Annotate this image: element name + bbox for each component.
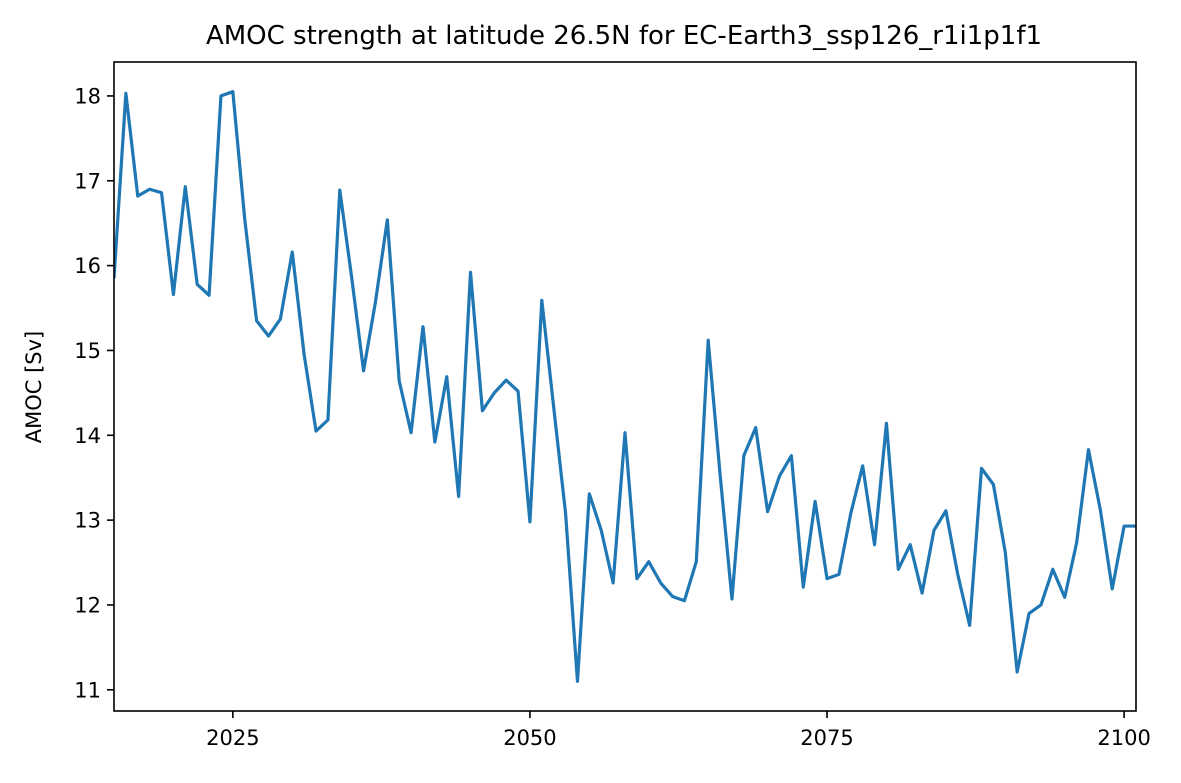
y-axis-label: AMOC [Sv] (22, 331, 46, 444)
plot-area: 2025 2050 2075 2100 11 12 13 14 15 16 17 18 (74, 61, 1151, 750)
y-tick-label: 11 (74, 678, 101, 702)
series-line (114, 90, 1136, 683)
x-tick-label: 2050 (503, 726, 556, 750)
y-tick-label: 12 (74, 593, 101, 617)
y-tick-label: 18 (74, 84, 101, 108)
x-tick-label: 2025 (206, 726, 259, 750)
chart-title: AMOC strength at latitude 26.5N for EC-E… (206, 21, 1042, 51)
y-tick-label: 16 (74, 254, 101, 278)
y-tick-label: 15 (74, 339, 101, 363)
y-tick-label: 13 (74, 509, 101, 533)
y-tick-label: 17 (74, 169, 101, 193)
x-tick-label: 2075 (800, 726, 853, 750)
x-tick-label: 2100 (1097, 726, 1150, 750)
axes-frame (113, 61, 1137, 712)
y-tick-label: 14 (74, 424, 101, 448)
